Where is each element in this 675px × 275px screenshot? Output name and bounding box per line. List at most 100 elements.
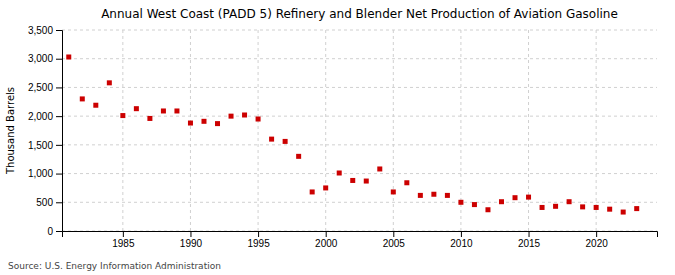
point <box>147 116 152 121</box>
point <box>485 207 490 212</box>
y-tick-mark <box>56 231 62 232</box>
grid-line-x <box>190 30 191 231</box>
point <box>350 178 355 183</box>
y-tick-label: 2,500 <box>28 82 53 93</box>
point <box>567 199 572 204</box>
point <box>621 210 626 215</box>
x-tick-mark <box>258 231 259 237</box>
y-tick: 1,000 <box>28 168 62 179</box>
grid-line-x <box>596 30 597 231</box>
point <box>161 108 166 113</box>
point <box>174 108 179 113</box>
x-tick-mark <box>190 231 191 237</box>
y-tick-label: 3,000 <box>28 53 53 64</box>
y-tick-label: 500 <box>36 197 53 208</box>
point <box>296 154 301 159</box>
grid-line-x <box>325 30 326 231</box>
point <box>337 170 342 175</box>
point <box>513 195 518 200</box>
grid-line-y <box>62 144 657 145</box>
grid-line-y <box>62 173 657 174</box>
y-tick-label: 1,000 <box>28 168 53 179</box>
point <box>553 204 558 209</box>
x-tick: 2000 <box>315 231 338 249</box>
y-tick-mark <box>56 174 62 175</box>
x-tick-mark <box>123 231 124 237</box>
title: Annual West Coast (PADD 5) Refinery and … <box>101 7 618 21</box>
y-tick-label: 3,500 <box>28 25 53 36</box>
point <box>256 117 261 122</box>
y-axis: 0 500 1,000 1,500 2,000 2,500 3,000 3,500 <box>28 25 63 237</box>
x-tick-mark <box>596 231 597 237</box>
grid-line-y <box>62 30 657 31</box>
point <box>242 112 247 117</box>
grid-line-x <box>122 30 123 231</box>
point <box>107 80 112 85</box>
x-tick-label: 2020 <box>586 238 609 249</box>
point <box>310 189 315 194</box>
x-tick: 2015 <box>518 231 541 249</box>
x-tick-label: 2010 <box>450 238 473 249</box>
point <box>526 195 531 200</box>
y-tick-label: 0 <box>47 226 53 237</box>
chart: 1985 1990 1995 2000 2005 2010 2015 2020 0 500 1,00… <box>0 0 675 275</box>
point <box>458 200 463 205</box>
grid-line-y <box>62 87 657 88</box>
grid <box>62 30 657 231</box>
y-tick: 2,000 <box>28 111 62 122</box>
point <box>201 119 206 124</box>
point <box>634 206 639 211</box>
point <box>120 113 125 118</box>
y-tick-label: 1,500 <box>28 140 53 151</box>
point <box>594 205 599 210</box>
y-tick: 500 <box>36 197 62 208</box>
grid-line-y <box>62 58 657 59</box>
grid-line-x <box>258 30 259 231</box>
point <box>93 103 98 108</box>
y-tick: 2,500 <box>28 82 62 93</box>
point <box>215 121 220 126</box>
x-tick: 1990 <box>180 231 203 249</box>
y-tick-mark <box>56 59 62 60</box>
x-tick-mark <box>393 231 394 237</box>
point <box>80 96 85 101</box>
point <box>323 185 328 190</box>
point <box>364 179 369 184</box>
x-tick: 2020 <box>586 231 609 249</box>
point <box>66 54 71 59</box>
point <box>188 121 193 126</box>
point <box>404 180 409 185</box>
point <box>134 106 139 111</box>
x-tick: 1995 <box>247 231 270 249</box>
point <box>418 193 423 198</box>
y-tick-mark <box>56 30 62 31</box>
x-tick-label: 1995 <box>247 238 270 249</box>
point <box>580 204 585 209</box>
x-tick-label: 2015 <box>518 238 541 249</box>
points <box>66 54 639 214</box>
x-tick-mark <box>326 231 327 237</box>
x-tick-label: 2005 <box>383 238 406 249</box>
x-axis: 1985 1990 1995 2000 2005 2010 2015 2020 <box>63 231 658 249</box>
y-tick-label: 2,000 <box>28 111 53 122</box>
y-tick: 1,500 <box>28 140 62 151</box>
y-axis-line <box>56 31 63 232</box>
grid-line-x <box>528 30 529 231</box>
y-tick-mark <box>56 202 62 203</box>
x-tick: 2010 <box>450 231 473 249</box>
point <box>540 205 545 210</box>
point <box>391 189 396 194</box>
point <box>499 199 504 204</box>
y-tick: 3,000 <box>28 53 62 64</box>
point <box>607 207 612 212</box>
plot: 1985 1990 1995 2000 2005 2010 2015 2020 0 500 1,00… <box>28 25 658 249</box>
grid-line-x <box>393 30 394 231</box>
y-tick: 0 <box>47 226 62 237</box>
x-tick-label: 1990 <box>180 238 203 249</box>
y-tick: 3,500 <box>28 25 62 36</box>
x-tick: 1985 <box>112 231 135 249</box>
y-tick-mark <box>56 87 62 88</box>
x-axis-line <box>63 232 658 238</box>
point <box>431 192 436 197</box>
point <box>472 202 477 207</box>
